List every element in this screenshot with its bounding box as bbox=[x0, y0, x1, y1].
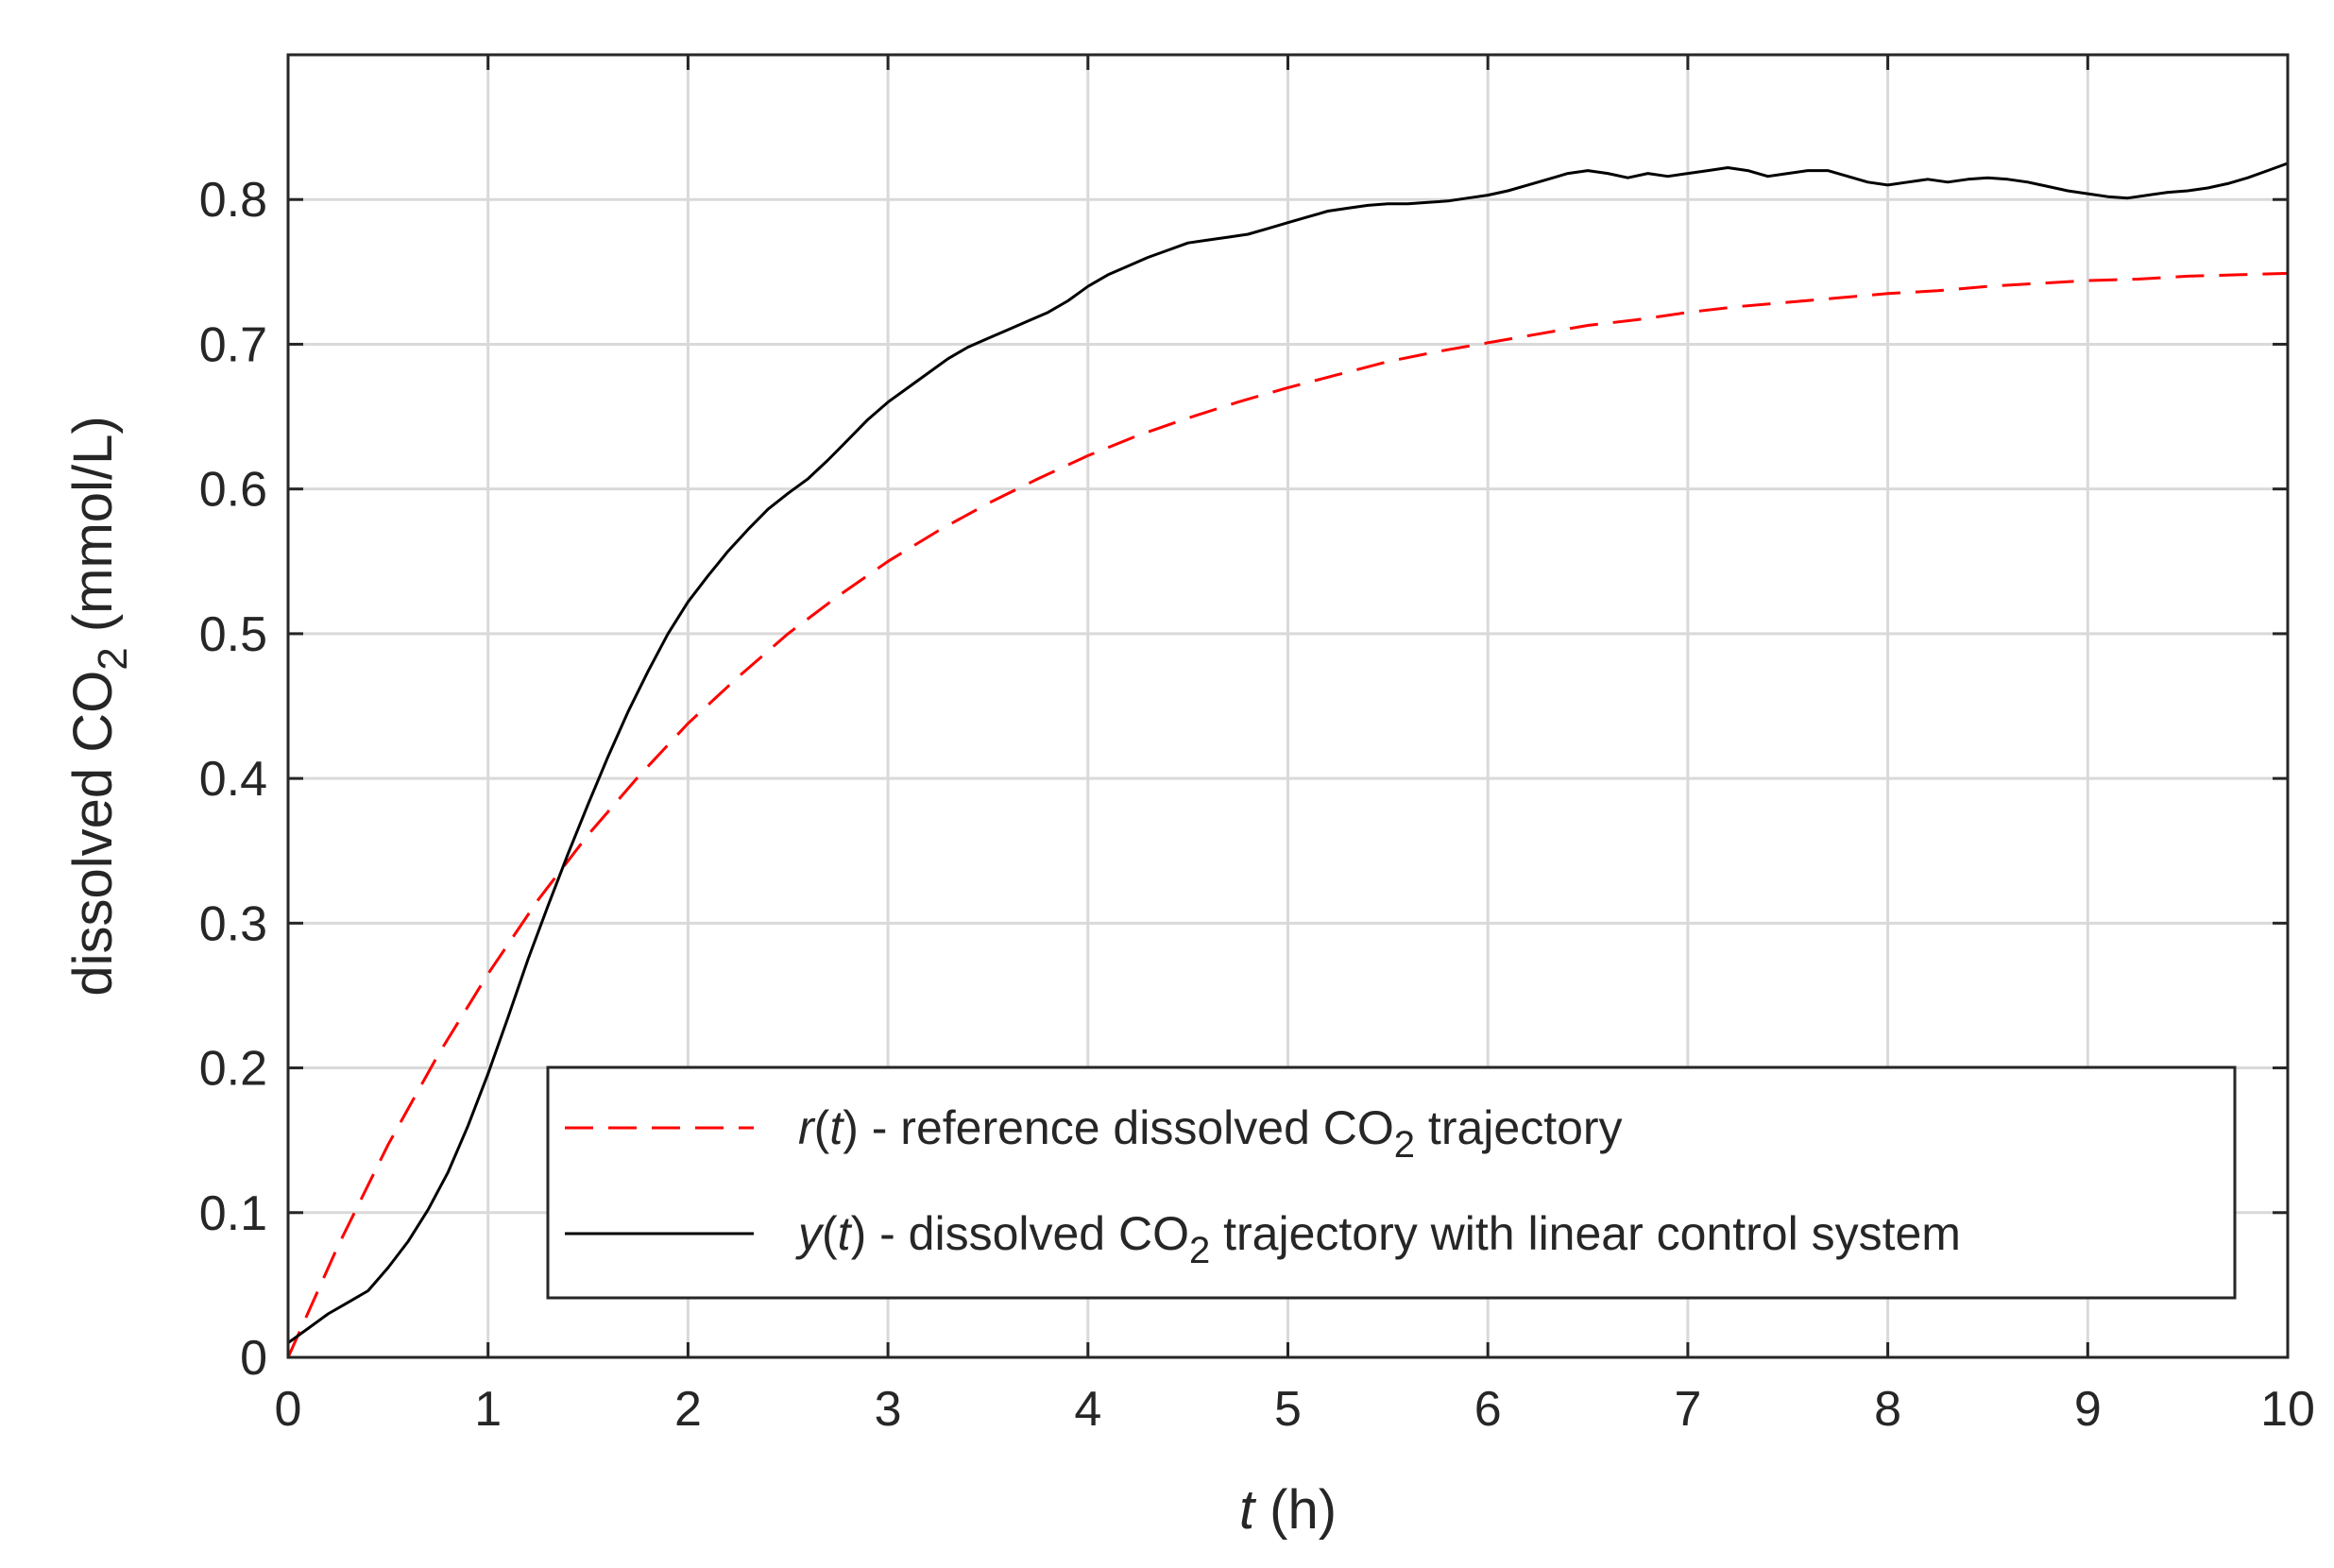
y-tick-label: 0.8 bbox=[199, 173, 267, 228]
series-lines bbox=[286, 162, 2289, 1358]
x-tick-label: 7 bbox=[1674, 1382, 1701, 1437]
x-axis-variable: t bbox=[1239, 1479, 1257, 1541]
legend-label-output: y(t) - dissolved CO2 trajectory with lin… bbox=[795, 1207, 1961, 1271]
x-tick-label: 1 bbox=[474, 1382, 502, 1437]
axis-ticks: 0 1 2 3 4 5 6 7 8 9 10 0 0.1 0.2 0.3 0.4 0.5 0.6 0.7 0.8 bbox=[199, 55, 2315, 1437]
y-axis-label-unit: (mmol/L) bbox=[62, 416, 124, 647]
x-tick-label: 10 bbox=[2260, 1382, 2315, 1437]
x-tick-label: 2 bbox=[674, 1382, 702, 1437]
y-axis-label-subscript: 2 bbox=[90, 647, 136, 670]
y-tick-label: 0.7 bbox=[199, 317, 267, 372]
x-tick-label: 5 bbox=[1274, 1382, 1302, 1437]
x-tick-label: 8 bbox=[1874, 1382, 1901, 1437]
legend-box bbox=[546, 1065, 2237, 1300]
series-line-reference bbox=[286, 271, 2289, 1358]
y-tick-label: 0.3 bbox=[199, 896, 267, 951]
x-tick-label: 0 bbox=[275, 1382, 302, 1437]
legend-label-reference: r(t) - reference dissolved CO2 trajector… bbox=[798, 1101, 1623, 1166]
series-line-output bbox=[287, 162, 2289, 1344]
y-axis-label: dissolved CO2 (mmol/L) bbox=[62, 416, 136, 996]
x-axis-label: t (h) bbox=[1239, 1479, 1337, 1541]
x-tick-label: 3 bbox=[875, 1382, 902, 1437]
y-tick-label: 0 bbox=[240, 1331, 267, 1386]
y-tick-label: 0.4 bbox=[199, 752, 267, 807]
legend: r(t) - reference dissolved CO2 trajector… bbox=[546, 1065, 2237, 1300]
y-tick-label: 0.2 bbox=[199, 1042, 267, 1097]
x-tick-label: 9 bbox=[2074, 1382, 2102, 1437]
y-tick-label: 0.5 bbox=[199, 607, 267, 662]
y-tick-label: 0.6 bbox=[199, 463, 267, 518]
x-tick-label: 4 bbox=[1074, 1382, 1101, 1437]
x-axis-unit: (h) bbox=[1254, 1479, 1337, 1541]
y-tick-label: 0.1 bbox=[199, 1186, 267, 1241]
y-axis-label-main: dissolved CO bbox=[62, 671, 124, 997]
x-tick-label: 6 bbox=[1474, 1382, 1502, 1437]
